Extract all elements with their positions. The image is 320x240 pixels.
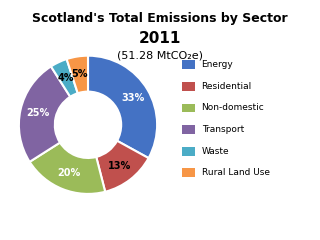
Text: 2011: 2011	[139, 31, 181, 46]
Wedge shape	[30, 143, 105, 194]
Text: 13%: 13%	[108, 161, 132, 171]
Text: 5%: 5%	[72, 69, 88, 78]
Text: Residential: Residential	[202, 82, 252, 91]
Text: Scotland's Total Emissions by Sector: Scotland's Total Emissions by Sector	[32, 12, 288, 25]
Text: Transport: Transport	[202, 125, 244, 134]
Text: 4%: 4%	[58, 73, 74, 83]
Text: Rural Land Use: Rural Land Use	[202, 168, 270, 177]
Text: www.carbonmasters.co.uk: www.carbonmasters.co.uk	[96, 226, 224, 236]
Wedge shape	[19, 66, 70, 162]
Text: Energy: Energy	[202, 60, 233, 69]
Text: Non-domestic: Non-domestic	[202, 103, 264, 113]
Text: Waste: Waste	[202, 147, 229, 156]
Wedge shape	[67, 56, 88, 93]
Wedge shape	[96, 141, 148, 192]
Text: 33%: 33%	[121, 93, 144, 103]
Wedge shape	[88, 56, 157, 158]
Text: 25%: 25%	[26, 108, 49, 119]
Text: (51.28 MtCO₂e): (51.28 MtCO₂e)	[117, 50, 203, 60]
Text: 20%: 20%	[57, 168, 81, 178]
Wedge shape	[51, 59, 78, 97]
